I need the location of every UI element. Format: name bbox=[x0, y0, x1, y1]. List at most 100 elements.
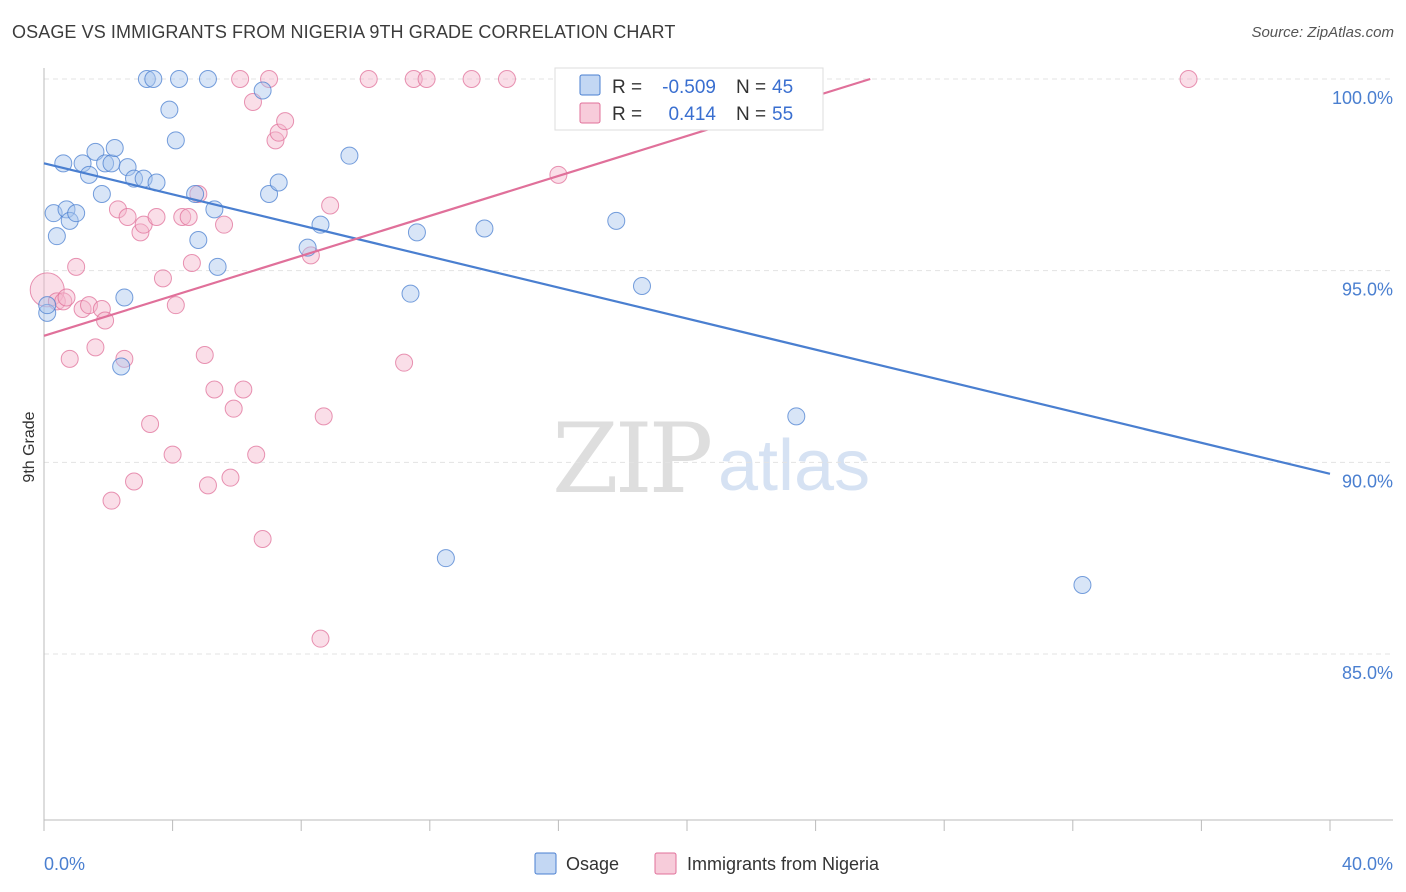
nigeria-point-30 bbox=[215, 215, 234, 234]
osage-point-42 bbox=[115, 288, 134, 307]
data-points bbox=[29, 70, 1198, 648]
osage-point-30 bbox=[269, 173, 288, 192]
osage-point-18 bbox=[144, 70, 163, 88]
osage-point-17 bbox=[137, 70, 156, 88]
osage-trend-line bbox=[43, 162, 1331, 475]
osage-point-9 bbox=[86, 142, 105, 161]
osage-point-35 bbox=[407, 223, 426, 242]
source-credit: Source: ZipAtlas.com bbox=[1251, 24, 1394, 41]
nigeria-point-29 bbox=[205, 380, 224, 399]
nigeria-point-18 bbox=[141, 415, 160, 433]
watermark-atlas: atlas bbox=[718, 426, 870, 506]
nigeria-point-22 bbox=[166, 296, 185, 315]
watermark-zip: ZIP bbox=[552, 403, 711, 515]
nigeria-point-31 bbox=[221, 468, 240, 487]
nigeria-point-44 bbox=[314, 407, 333, 426]
nigeria-point-35 bbox=[243, 93, 262, 111]
x-tick-label-max: 40.0% bbox=[1342, 854, 1393, 874]
nigeria-point-49 bbox=[417, 70, 436, 88]
osage-point-44 bbox=[38, 296, 57, 315]
nigeria-point-24 bbox=[179, 208, 198, 226]
osage-point-41 bbox=[1073, 576, 1092, 594]
nigeria-point-50 bbox=[462, 70, 481, 88]
stats-swatch-osage bbox=[579, 74, 601, 96]
nigeria-point-47 bbox=[395, 353, 414, 372]
nigeria-point-11 bbox=[102, 491, 121, 510]
legend-label-nigeria: Immigrants from Nigeria bbox=[687, 854, 880, 874]
y-axis-label: 9th Grade bbox=[21, 411, 38, 482]
nigeria-point-43 bbox=[311, 629, 330, 648]
y-tick-label-0: 100.0% bbox=[1332, 88, 1393, 108]
nigeria-point-33 bbox=[231, 70, 250, 88]
nigeria-point-15 bbox=[125, 472, 144, 491]
nigeria-point-25 bbox=[182, 254, 201, 272]
chart-title: OSAGE VS IMMIGRANTS FROM NIGERIA 9TH GRA… bbox=[12, 22, 676, 42]
stats-r-label-nigeria: R = bbox=[612, 104, 642, 125]
osage-point-24 bbox=[189, 231, 208, 249]
osage-point-5 bbox=[60, 211, 79, 230]
osage-point-37 bbox=[475, 219, 494, 238]
stats-r-value-nigeria: 0.414 bbox=[668, 104, 716, 125]
nigeria-point-34 bbox=[234, 380, 253, 399]
nigeria-point-54 bbox=[1179, 70, 1198, 88]
osage-point-38 bbox=[607, 211, 626, 230]
osage-point-2 bbox=[47, 227, 66, 246]
y-tick-label-1: 95.0% bbox=[1342, 280, 1393, 300]
nigeria-point-51 bbox=[497, 70, 516, 88]
osage-point-25 bbox=[198, 70, 217, 88]
osage-point-28 bbox=[253, 81, 272, 100]
stats-r-label-osage: R = bbox=[612, 77, 642, 98]
y-tick-labels: 100.0% 95.0% 90.0% 85.0% bbox=[1332, 88, 1393, 683]
stats-swatch-nigeria bbox=[579, 102, 601, 124]
nigeria-point-36 bbox=[247, 445, 266, 464]
osage-point-33 bbox=[340, 146, 359, 165]
legend-swatch-nigeria bbox=[654, 852, 677, 875]
legend: Osage Immigrants from Nigeria bbox=[534, 852, 880, 875]
nigeria-point-21 bbox=[163, 445, 182, 464]
nigeria-point-4 bbox=[60, 349, 79, 368]
nigeria-point-38 bbox=[260, 70, 279, 88]
osage-point-22 bbox=[170, 70, 189, 88]
stats-n-value-osage: 45 bbox=[772, 77, 793, 98]
osage-point-39 bbox=[632, 277, 651, 295]
stats-r-value-osage: -0.509 bbox=[662, 77, 716, 98]
legend-label-osage: Osage bbox=[566, 854, 619, 874]
nigeria-point-27 bbox=[195, 346, 214, 364]
osage-point-43 bbox=[112, 357, 131, 376]
osage-point-6 bbox=[67, 204, 86, 223]
watermark: ZIP atlas bbox=[552, 403, 870, 515]
nigeria-point-12 bbox=[108, 200, 127, 219]
nigeria-point-14 bbox=[118, 208, 137, 226]
nigeria-point-48 bbox=[404, 70, 423, 88]
osage-point-13 bbox=[105, 139, 124, 157]
nigeria-point-46 bbox=[359, 70, 378, 88]
osage-point-21 bbox=[166, 131, 185, 150]
osage-point-14 bbox=[118, 158, 137, 177]
osage-point-29 bbox=[260, 185, 279, 203]
osage-point-4 bbox=[57, 200, 76, 219]
osage-point-20 bbox=[160, 100, 179, 119]
osage-point-10 bbox=[92, 185, 111, 203]
nigeria-point-8 bbox=[86, 338, 105, 357]
x-axis-ticks bbox=[43, 820, 1331, 831]
nigeria-point-3 bbox=[57, 288, 76, 307]
nigeria-point-20 bbox=[153, 269, 172, 288]
nigeria-point-28 bbox=[198, 476, 217, 495]
osage-point-12 bbox=[102, 154, 121, 173]
osage-point-0 bbox=[38, 303, 57, 322]
stats-box: R = -0.509 N = 45 R = 0.414 N = 55 bbox=[554, 67, 824, 131]
y-tick-label-2: 90.0% bbox=[1342, 471, 1393, 491]
osage-point-40 bbox=[787, 407, 806, 426]
nigeria-point-40 bbox=[269, 123, 288, 142]
gridlines bbox=[44, 78, 1393, 655]
stats-n-label-osage: N = bbox=[736, 77, 766, 98]
nigeria-point-19 bbox=[147, 208, 166, 226]
nigeria-point-1 bbox=[47, 292, 66, 311]
legend-swatch-osage bbox=[534, 852, 557, 875]
osage-point-11 bbox=[96, 154, 115, 173]
x-tick-label-min: 0.0% bbox=[44, 854, 85, 874]
nigeria-point-5 bbox=[67, 257, 86, 276]
osage-point-27 bbox=[208, 257, 227, 276]
nigeria-point-41 bbox=[276, 112, 295, 131]
